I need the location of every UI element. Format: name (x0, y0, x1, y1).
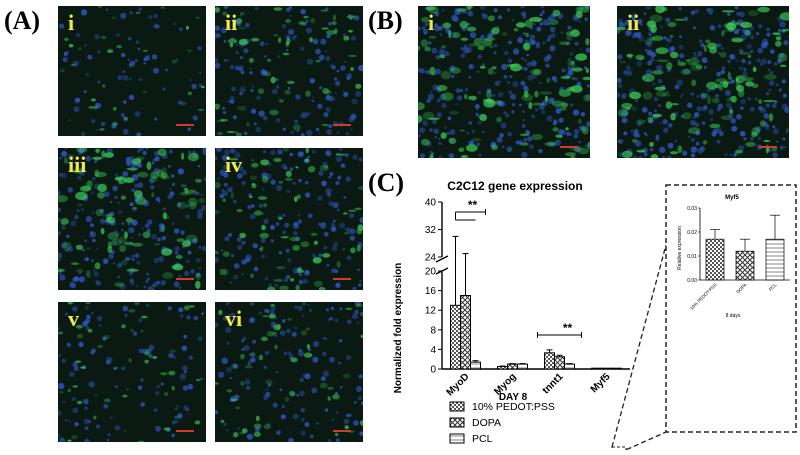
bar-myod-2 (470, 361, 481, 370)
bar-myod-0 (450, 304, 461, 370)
inset-y-tick-label: 0.03 (687, 206, 697, 212)
micrograph-image (215, 302, 363, 442)
micrograph-image (617, 6, 789, 158)
chart-title: C2C12 gene expression (447, 179, 582, 193)
inset-x-label: 8 days (726, 313, 741, 319)
y-tick-label: 4 (430, 345, 436, 356)
bar-tnnt1-2 (564, 363, 575, 370)
inset-bar-1 (735, 250, 755, 281)
scale-bar (333, 430, 351, 432)
inset-frame (665, 184, 797, 433)
micrograph-label: vi (225, 306, 243, 331)
inset-bar-2 (765, 238, 785, 281)
inset-x-tick-label: PCL (768, 282, 778, 292)
micrograph-image (215, 148, 363, 290)
zoom-line (612, 431, 667, 455)
micrograph-label: ii (627, 10, 640, 35)
scale-bar (333, 278, 351, 280)
bar-myod-1 (460, 295, 471, 370)
y-tick-label: 24 (425, 253, 437, 264)
inset-y-tick-label: 0.01 (687, 254, 697, 260)
micrograph-b-ii: ii (617, 6, 789, 158)
x-tick-label: Myf5 (589, 371, 613, 395)
y-tick-label: 12 (425, 306, 437, 317)
panel-label-a: (A) (4, 6, 41, 35)
micrograph-a-i: i (58, 6, 206, 136)
micrograph-label: iv (225, 152, 243, 177)
inset-y-label: Relative expression (677, 226, 683, 270)
y-tick-label: 40 (425, 198, 437, 209)
bar-tnnt1-0 (544, 352, 555, 370)
micrograph-a-ii: ii (215, 6, 363, 136)
micrograph-label: i (68, 10, 75, 35)
inset-title: Myf5 (725, 195, 739, 201)
scale-bar (176, 278, 194, 280)
x-tick-label: tnnt1 (541, 371, 566, 396)
micrograph-b-i: i (418, 6, 590, 158)
axis-break-mark (435, 255, 449, 263)
y-tick-label: 32 (425, 225, 437, 236)
panel-label-c: (C) (368, 168, 405, 197)
bar-myog-2 (517, 363, 528, 370)
scale-bar (560, 146, 578, 148)
legend-swatch (449, 401, 465, 412)
zoom-line (611, 244, 667, 448)
legend-label: DOPA (472, 417, 501, 429)
legend-label: 10% PEDOT:PSS (472, 401, 555, 413)
legend-label: PCL (472, 433, 493, 445)
micrograph-image (215, 6, 363, 136)
micrograph-a-iv: iv (215, 148, 363, 290)
micrograph-a-iii: iii (58, 148, 206, 290)
micrograph-label: iii (68, 152, 87, 177)
y-tick-label: 8 (430, 325, 436, 336)
x-tick-label: MyoD (445, 371, 472, 398)
scale-bar (176, 124, 194, 126)
y-tick-label: 16 (425, 286, 437, 297)
micrograph-image (58, 6, 206, 136)
inset-y-tick-label: 0.00 (687, 278, 697, 284)
micrograph-a-v: v (58, 302, 206, 442)
micrograph-image (58, 148, 206, 290)
scale-bar (759, 146, 777, 148)
legend-swatch (449, 433, 465, 444)
bar-myog-1 (507, 363, 518, 370)
micrograph-label: i (428, 10, 435, 35)
panel-label-b: (B) (368, 6, 403, 35)
significance-label: ** (563, 321, 573, 335)
bar-myog-0 (497, 366, 508, 370)
micrograph-label: ii (225, 10, 238, 35)
scale-bar (333, 124, 351, 126)
gene-expression-figure: C2C12 gene expression Normalized fold ex… (380, 170, 800, 455)
scale-bar (176, 430, 194, 432)
y-tick-label: 20 (425, 267, 437, 278)
micrograph-label: v (68, 306, 79, 331)
bar-tnnt1-1 (554, 356, 565, 370)
gene-expression-chart: C2C12 gene expression Normalized fold ex… (393, 179, 797, 455)
x-axis-label: DAY 8 (499, 392, 528, 403)
inset-y-tick-label: 0.02 (687, 230, 697, 236)
y-tick-label: 0 (430, 365, 436, 376)
micrograph-image (58, 302, 206, 442)
legend-swatch (449, 417, 465, 428)
significance-label: ** (468, 198, 478, 212)
inset-bar-0 (705, 238, 725, 281)
micrograph-image (418, 6, 590, 158)
micrograph-a-vi: vi (215, 302, 363, 442)
y-axis-label: Normalized fold expression (393, 263, 404, 394)
